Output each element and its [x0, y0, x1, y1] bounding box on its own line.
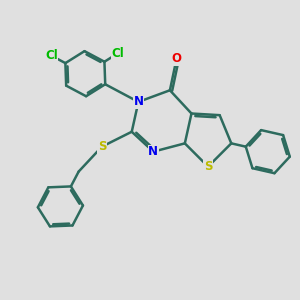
Text: Cl: Cl: [45, 49, 58, 62]
Text: S: S: [98, 140, 106, 153]
Text: O: O: [172, 52, 182, 65]
Text: N: N: [134, 95, 143, 108]
Text: S: S: [204, 160, 212, 173]
Text: N: N: [148, 145, 158, 158]
Text: Cl: Cl: [112, 47, 124, 60]
